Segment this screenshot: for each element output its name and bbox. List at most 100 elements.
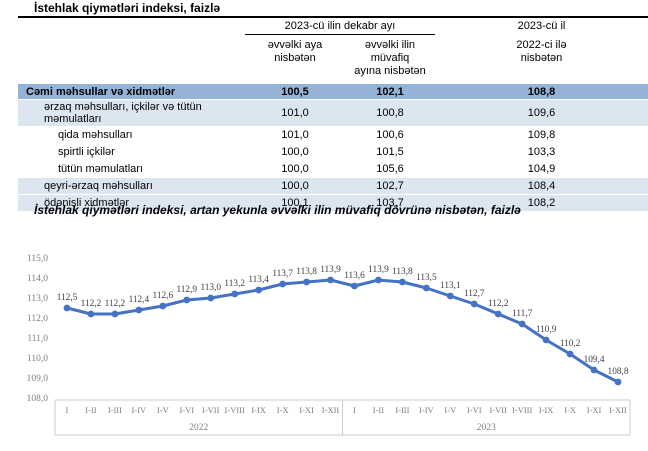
cpi-line-chart: 115,0 114,0 113,0 112,0 111,0 110,0 109,0 108,0…	[27, 254, 631, 436]
data-point-label: 110,9	[536, 325, 557, 335]
data-point-marker	[494, 310, 502, 318]
table-header: 2023-cü ilin dekabr ayı 2023-cü il əvvəl…	[18, 18, 648, 83]
data-point-marker	[87, 310, 95, 318]
y-axis-tick-label: 115,0	[27, 254, 48, 264]
row-value: 100,0	[281, 146, 309, 158]
data-point-marker	[566, 350, 574, 358]
row-value: 101,5	[376, 146, 404, 158]
data-point-label: 113,9	[368, 265, 389, 275]
column-header-prev-year-month: əvvəlki ilin müvafiq ayına nisbətən	[354, 39, 426, 77]
data-point-label: 113,8	[392, 267, 413, 277]
row-value: 102,1	[376, 85, 404, 98]
header-spacer	[18, 35, 245, 83]
x-axis-tick-label: I-IX	[251, 405, 266, 415]
row-value: 103,7	[376, 197, 404, 209]
row-value: 100,0	[281, 163, 309, 175]
row-value: 109,8	[527, 129, 556, 141]
series-line	[65, 278, 620, 384]
data-point-label: 113,5	[416, 273, 437, 283]
data-point-marker	[518, 320, 526, 328]
table-row: spirtli içkilər 100,0 101,5 103,3	[18, 143, 648, 160]
data-point-label: 113,7	[272, 269, 293, 279]
row-value: 109,6	[527, 107, 556, 119]
data-point-label: 113,1	[440, 281, 461, 291]
data-point-marker	[614, 378, 622, 386]
data-point-marker	[590, 366, 598, 374]
data-point-marker	[207, 294, 215, 302]
data-point-label: 109,4	[584, 355, 605, 365]
row-value: 103,3	[527, 146, 556, 158]
row-label: qida məhsulları	[58, 129, 133, 141]
row-value: 100,5	[281, 85, 309, 98]
row-label: qeyri-ərzaq məhsulları	[44, 180, 153, 192]
data-point-label: 112,5	[57, 293, 78, 303]
y-axis-tick-label: 114,0	[27, 274, 48, 284]
data-point-label: 112,2	[488, 299, 509, 309]
row-value: 101,0	[281, 107, 309, 119]
row-value: 102,7	[376, 180, 404, 192]
row-label: Cəmi məhsullar və xidmətlər	[26, 85, 176, 98]
row-label: spirtli içkilər	[58, 146, 115, 158]
data-point-label: 113,8	[296, 267, 317, 277]
x-axis-tick-label: I-IX	[539, 405, 554, 415]
data-point-label: 112,4	[129, 295, 150, 305]
data-point-marker	[375, 276, 382, 284]
row-value: 101,0	[281, 129, 309, 141]
x-axis-year-label: 2022	[189, 423, 208, 433]
row-label: tütün məmulatları	[58, 163, 143, 175]
data-point-marker	[111, 310, 119, 318]
x-axis-tick-label: I	[66, 405, 69, 415]
x-axis-tick-label: I-III	[395, 405, 409, 415]
data-point-marker	[135, 306, 143, 314]
x-axis-tick-label: I	[353, 405, 356, 415]
page-title: İstehlak qiymətləri indeksi, faizlə	[34, 1, 221, 15]
data-point-marker	[422, 284, 430, 292]
data-point-marker	[303, 278, 310, 286]
data-point-label: 112,2	[105, 299, 126, 309]
row-value: 105,6	[376, 163, 404, 175]
x-axis-tick-label: I-IV	[132, 405, 147, 415]
row-value: 108,4	[527, 180, 556, 192]
x-axis-tick-label: I-XII	[609, 405, 627, 415]
data-point-label: 113,2	[224, 279, 245, 289]
x-axis-tick-label: I-VII	[489, 405, 507, 415]
x-axis-tick-label: I-V	[444, 405, 457, 415]
data-point-label: 113,0	[200, 283, 221, 293]
data-point-marker	[327, 276, 334, 284]
header-spacer	[18, 18, 245, 35]
y-axis-tick-label: 108,0	[27, 394, 49, 404]
x-axis-tick-label: I-XI	[299, 405, 314, 415]
x-axis-tick-label: I-XI	[587, 405, 602, 415]
y-axis-tick-label: 113,0	[27, 294, 48, 304]
column-header-vs-prev-year: 2022-ci ilə nisbətən	[516, 39, 567, 64]
data-point-label: 112,2	[81, 299, 102, 309]
row-value: 108,8	[527, 85, 556, 98]
table-row: ödənişli xidmətlər 100,1 103,7 108,2	[18, 194, 648, 211]
row-value: 104,9	[527, 163, 556, 175]
y-axis-tick-label: 112,0	[27, 314, 48, 324]
x-axis-tick-label: I-IV	[419, 405, 434, 415]
data-point-marker	[255, 286, 263, 294]
table-row: Cəmi məhsullar və xidmətlər 100,5 102,1 108…	[18, 83, 648, 99]
data-point-label: 113,6	[344, 271, 365, 281]
cpi-table: 2023-cü ilin dekabr ayı 2023-cü il əvvəl…	[18, 16, 648, 211]
x-axis-tick-label: I-X	[564, 405, 576, 415]
data-point-marker	[470, 300, 478, 308]
data-point-marker	[398, 278, 406, 286]
data-point-marker	[279, 280, 287, 288]
data-point-label: 111,7	[512, 309, 533, 319]
y-axis-tick-label: 109,0	[27, 374, 49, 384]
table-row: qeyri-ərzaq məhsulları 100,0 102,7 108,4	[18, 177, 648, 194]
x-axis-tick-label: I-VI	[179, 405, 194, 415]
row-value: 100,1	[281, 197, 309, 209]
row-value: 100,6	[376, 129, 404, 141]
data-point-label: 112,9	[176, 285, 197, 295]
data-point-label: 112,7	[464, 289, 485, 299]
row-label: ödənişli xidmətlər	[44, 197, 129, 209]
column-group-header: 2023-cü ilin dekabr ayı	[245, 18, 435, 35]
column-header-prev-month: əvvəlki aya nisbətən	[267, 39, 323, 64]
x-axis-tick-label: I-VI	[467, 405, 482, 415]
row-label: ərzaq məhsulları, içkilər və tütün məmul…	[44, 101, 202, 125]
table-body: Cəmi məhsullar və xidmətlər 100,5 102,1 108…	[18, 83, 648, 211]
data-point-marker	[159, 302, 167, 310]
